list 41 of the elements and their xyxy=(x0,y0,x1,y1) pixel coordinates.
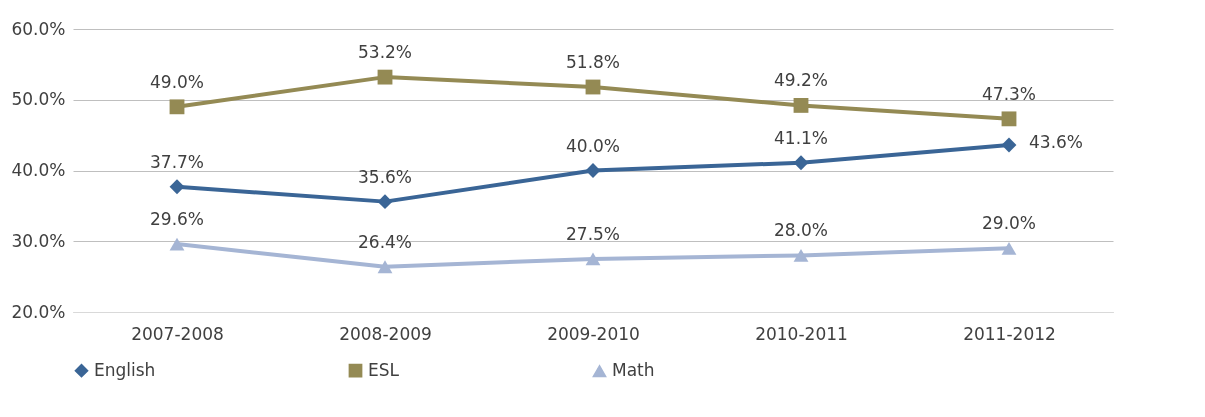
point xyxy=(377,260,393,274)
point xyxy=(793,97,809,113)
data-label: 29.0% xyxy=(981,213,1037,234)
x-tick-label: 2007-2008 xyxy=(131,323,224,344)
legend-label: ESL xyxy=(368,359,400,380)
y-tick-label: 40.0% xyxy=(11,160,66,180)
data-label: 41.1% xyxy=(773,127,829,148)
point xyxy=(793,155,809,171)
data-label: 49.2% xyxy=(773,70,829,91)
legend-label: Math xyxy=(612,360,655,381)
data-label: 51.8% xyxy=(565,52,621,73)
point xyxy=(1001,111,1017,127)
data-label: 53.2% xyxy=(357,42,413,63)
data-label: 37.7% xyxy=(149,151,205,172)
data-label: 40.0% xyxy=(565,135,621,156)
y-tick-label: 30.0% xyxy=(11,230,66,251)
data-label: 27.5% xyxy=(565,223,621,244)
y-tick-label: 60.0% xyxy=(11,18,66,39)
data-label: 35.6% xyxy=(357,166,413,187)
point xyxy=(1001,241,1017,255)
x-tick-label: 2008-2009 xyxy=(339,323,432,344)
point xyxy=(169,237,185,251)
point xyxy=(793,248,809,262)
legend-label: English xyxy=(94,359,156,380)
data-label: 49.0% xyxy=(149,71,205,92)
point xyxy=(585,252,601,266)
point xyxy=(377,69,393,85)
x-tick-label: 2010-2011 xyxy=(755,323,848,344)
point xyxy=(377,194,393,210)
y-tick-label: 50.0% xyxy=(11,89,66,110)
data-label: 29.6% xyxy=(149,209,205,230)
point xyxy=(1001,137,1017,153)
data-label: 28.0% xyxy=(773,220,829,241)
point xyxy=(169,99,185,115)
x-tick-label: 2009-2010 xyxy=(547,323,640,344)
point xyxy=(169,179,185,195)
x-tick-label: 2011-2012 xyxy=(963,323,1056,344)
y-tick-label: 20.0% xyxy=(11,301,66,322)
data-label: 47.3% xyxy=(981,83,1037,104)
data-label: 43.6% xyxy=(1029,132,1084,153)
data-label: 26.4% xyxy=(357,231,413,252)
